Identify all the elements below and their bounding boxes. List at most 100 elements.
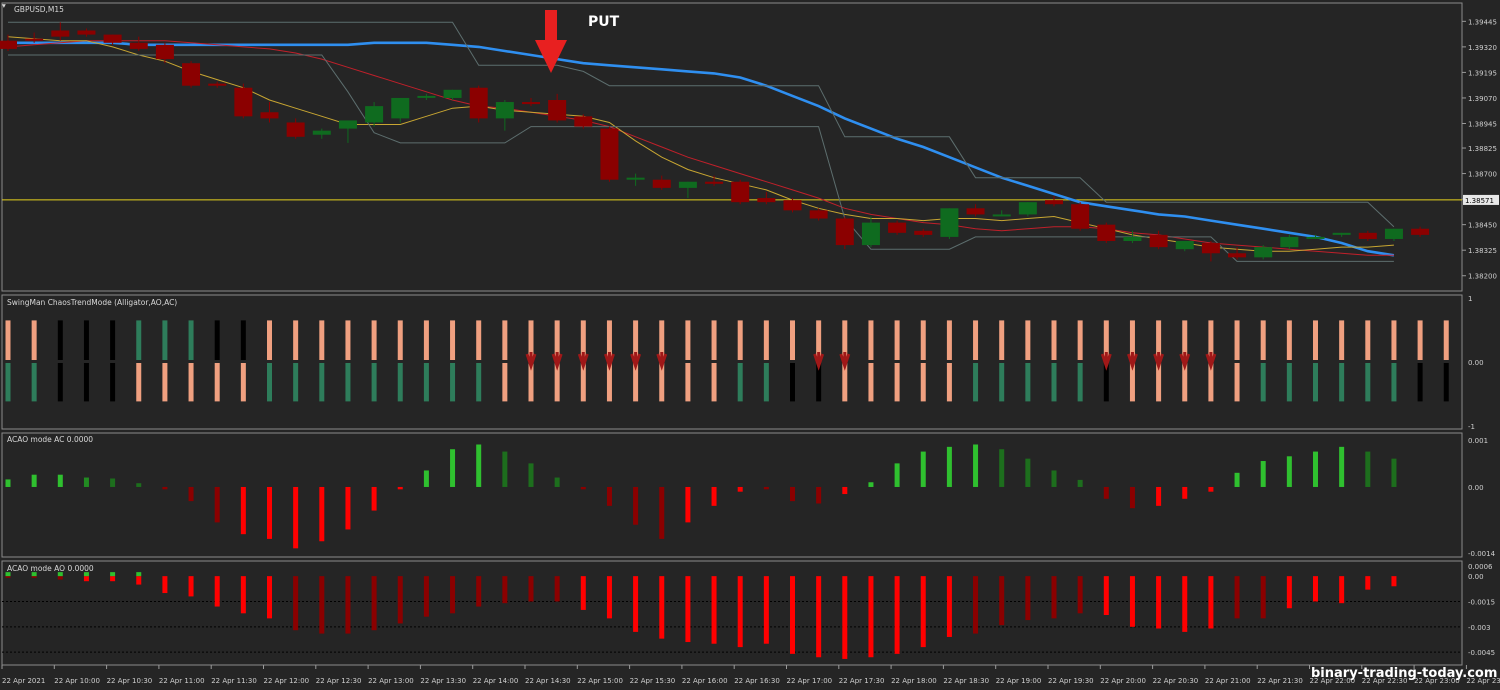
swingman-lower-bar [868,363,874,402]
ac-bar [162,486,168,490]
swingman-upper-bar [1156,320,1162,360]
swingman-tick-label: 0.00 [1468,359,1484,367]
ao-bar [606,576,612,619]
swingman-upper-bar [1313,320,1318,360]
candle-body [548,100,567,121]
swingman-lower-bar [397,363,403,402]
ac-bar [1365,451,1371,487]
ao-bar [476,576,482,607]
time-tick-label: 22 Apr 11:30 [211,677,257,685]
swingman-upper-bar [240,320,246,360]
candle-body [77,30,96,35]
watermark: binary-trading-today.com [1311,666,1497,681]
swingman-lower-bar [633,363,639,402]
time-tick-label: 22 Apr 15:30 [630,677,676,685]
ao-tick-label: -0.003 [1468,624,1491,632]
ac-bar [319,486,325,542]
candle-body [888,222,907,233]
time-tick-label: 22 Apr 20:30 [1153,677,1199,685]
swingman-lower-bar [1443,363,1449,402]
ac-bar [999,449,1005,487]
time-tick-label: 22 Apr 23:00 [1414,677,1460,685]
swingman-down-arrow [525,352,537,371]
swingman-upper-bar [57,320,63,360]
swingman-lower-bar [659,363,665,402]
ao-bar [1234,576,1240,619]
swingman-upper-bar [842,320,848,360]
swingman-upper-bar [816,320,822,360]
swingman-upper-bar [1443,320,1449,360]
swingman-upper-bar [1182,320,1188,360]
candle-body [103,34,122,43]
swingman-lower-bar [188,363,194,402]
ao-positive-marker [5,572,11,577]
swingman-lower-bar [5,363,11,402]
time-tick-label: 22 Apr 17:30 [839,677,885,685]
ac-bar [894,463,900,487]
candle-body [966,208,985,215]
swingman-upper-bar [1077,320,1083,360]
swingman-lower-bar [816,363,822,402]
ao-bar [1365,576,1371,590]
swingman-upper-bar [1025,320,1031,360]
ac-bar [580,486,586,490]
ac-bar [136,483,142,487]
candle-body [443,89,462,98]
swingman-upper-bar [214,320,220,360]
candle-body [1123,236,1142,241]
time-tick-label: 22 Apr 13:30 [420,677,466,685]
symbol-menu-icon[interactable]: ▾ [2,1,6,10]
swingman-upper-bar [136,320,142,360]
ac-bar [842,486,848,495]
price-tick-label: 1.39070 [1468,95,1497,103]
time-tick-label: 22 Apr 11:00 [159,677,205,685]
ac-tick-label: 0.001 [1468,437,1488,445]
swingman-lower-bar [502,363,508,402]
swingman-lower-bar [162,363,168,402]
ac-bar [1234,472,1240,487]
ac-bar [790,486,795,502]
swingman-panel: 1 0.00 -1 [1,294,1484,431]
candle-body [1306,236,1325,239]
candle-body [914,230,933,235]
swingman-lower-bar [554,363,560,402]
candle-body [809,210,828,219]
swingman-upper-bar [763,320,769,360]
indicator-line [8,21,1395,228]
price-tick-label: 1.39445 [1468,18,1497,26]
swingman-upper-bar [397,320,403,360]
ac-bar [423,470,429,487]
candle-body [861,222,880,246]
swingman-upper-bar [345,320,351,360]
candle-body [0,40,17,49]
swingman-tick-label: -1 [1468,423,1475,431]
time-axis: 22 Apr 2021 22 Apr 10:00 22 Apr 10:30 22 Ap… [1,665,1500,685]
ao-bar [397,576,403,624]
candle-body [992,214,1011,217]
swingman-upper-bar [920,320,926,360]
ao-bar [110,576,116,582]
ac-bar [659,486,665,539]
swingman-lower-bar [240,363,246,402]
swingman-upper-bar [1286,320,1292,360]
chart-symbol-title: GBPUSD,M15 [14,5,64,14]
candle-body [1254,247,1273,258]
ao-bar [293,576,299,631]
ac-bar [816,486,822,504]
ac-bar [920,451,926,487]
ao-bar [1339,576,1345,604]
ac-bar [240,486,246,535]
candle-body [417,95,436,98]
ac-bar [1182,486,1188,499]
swingman-lower-bar [528,363,534,402]
swingman-upper-bar [1129,320,1135,360]
time-tick-label: 22 Apr 16:00 [682,677,728,685]
swingman-upper-bar [450,320,456,360]
swingman-lower-bar [476,363,482,402]
swingman-lower-bar [1313,363,1318,402]
swingman-upper-bar [83,320,89,360]
swingman-upper-bar [1208,320,1214,360]
panel-frame [1,2,1463,292]
time-tick-label: 22 Apr 22:30 [1362,677,1408,685]
